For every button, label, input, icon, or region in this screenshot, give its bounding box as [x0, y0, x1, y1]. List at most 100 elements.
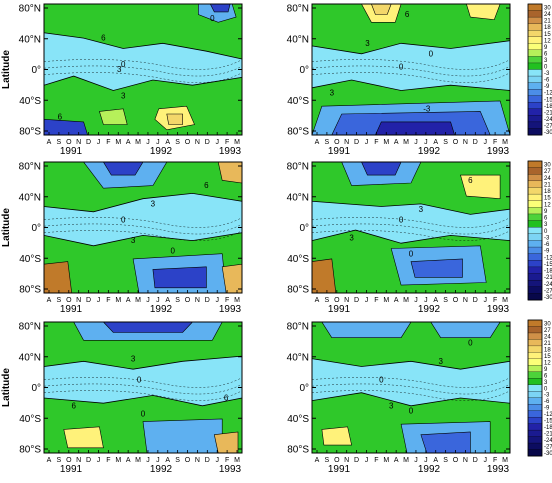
- contour-label: 3: [151, 200, 156, 209]
- y-tick-label: 0°: [299, 383, 309, 394]
- contour-blob: [374, 121, 456, 136]
- contour-label: 3: [365, 39, 370, 48]
- contour-label: 6: [71, 401, 76, 410]
- x-year-label: 1993: [487, 146, 510, 157]
- x-month-label: F: [374, 457, 378, 464]
- x-month-label: S: [325, 139, 330, 146]
- colorbar-label: 24: [544, 12, 551, 18]
- colorbar-swatch: [527, 23, 543, 31]
- x-month-label: F: [225, 297, 229, 304]
- x-month-label: J: [414, 457, 418, 464]
- contour-label: 0: [429, 49, 434, 58]
- colorbar-label: -27: [544, 445, 552, 451]
- x-month-label: J: [414, 297, 418, 304]
- x-month-label: D: [205, 139, 210, 146]
- colorbar-swatch: [527, 319, 543, 327]
- x-month-label: F: [374, 297, 378, 304]
- x-month-label: S: [57, 457, 62, 464]
- colorbar-1: 3024211815129630-3-6-9-12-15-18-21-24-27…: [527, 3, 552, 136]
- y-tick-label: 40°S: [19, 96, 41, 107]
- contour-label: 0: [121, 215, 126, 224]
- colorbar-label: -18: [544, 104, 552, 110]
- x-month-label: D: [205, 457, 210, 464]
- colorbar-swatch: [527, 193, 543, 202]
- contour-label: -3: [423, 104, 431, 113]
- x-month-label: F: [106, 139, 110, 146]
- colorbar-label: -9: [544, 84, 550, 90]
- dashed-contour: [311, 65, 511, 77]
- contour-blob: [410, 258, 463, 278]
- colorbar-label: 9: [544, 367, 548, 373]
- colorbar-label: -6: [544, 242, 550, 248]
- colorbar-label: -24: [544, 282, 552, 288]
- x-month-label: O: [453, 139, 459, 146]
- y-tick-label: 40°S: [287, 414, 309, 425]
- x-year-label: 1992: [418, 464, 441, 475]
- x-month-label: F: [106, 457, 110, 464]
- x-month-label: M: [383, 457, 389, 464]
- x-month-label: O: [453, 297, 459, 304]
- colorbar-swatch: [527, 293, 543, 301]
- contour-label: 0: [121, 60, 126, 69]
- colorbar-label: -21: [544, 432, 552, 438]
- colorbar-swatch: [527, 449, 543, 457]
- dashed-contour: [311, 230, 511, 241]
- x-month-label: N: [76, 457, 81, 464]
- y-tick-label: 80°S: [19, 445, 41, 456]
- colorbar-label: 12: [544, 360, 551, 366]
- x-month-label: A: [394, 297, 399, 304]
- x-month-label: M: [502, 457, 508, 464]
- colorbar-swatch: [527, 82, 543, 90]
- x-month-label: A: [165, 297, 170, 304]
- contour-label: 0: [399, 63, 404, 72]
- x-month-label: J: [215, 139, 219, 146]
- dashed-contour: [43, 383, 243, 395]
- x-month-label: O: [185, 297, 191, 304]
- colorbar-swatch: [527, 69, 543, 77]
- x-year-label: 1992: [150, 304, 173, 315]
- y-tick-label: 80°S: [19, 285, 41, 296]
- x-month-label: F: [493, 297, 497, 304]
- x-month-label: A: [165, 139, 170, 146]
- colorbar-swatch: [527, 95, 543, 103]
- contour-label: 3: [438, 357, 443, 366]
- colorbar-label: -27: [544, 288, 552, 294]
- colorbar-swatch: [527, 62, 543, 70]
- contour-blob: [361, 161, 402, 176]
- x-month-label: D: [86, 139, 91, 146]
- colorbar-swatch: [527, 266, 543, 274]
- colorbar-label: -18: [544, 269, 552, 275]
- y-tick-label: 40°N: [19, 192, 41, 203]
- x-month-label: F: [493, 139, 497, 146]
- x-month-label: S: [443, 457, 448, 464]
- x-month-label: J: [97, 297, 101, 304]
- y-tick-label: 40°N: [19, 34, 41, 45]
- colorbar-3: 302724211815129630-3-6-9-12-15-18-21-24-…: [527, 319, 552, 457]
- colorbar-2: 302724211815129630-3-6-9-12-15-18-21-24-…: [527, 160, 552, 301]
- contour-blob: [213, 431, 239, 454]
- colorbar-swatch: [527, 371, 543, 379]
- x-month-label: M: [115, 297, 121, 304]
- colorbar-label: 30: [544, 163, 551, 169]
- contour-label: 0: [170, 247, 175, 256]
- x-month-label: J: [365, 297, 369, 304]
- colorbar-swatch: [527, 16, 543, 25]
- colorbar-label: 24: [544, 334, 551, 340]
- dashed-contour: [43, 72, 243, 83]
- colorbar-swatch: [527, 352, 543, 360]
- x-month-label: J: [424, 457, 428, 464]
- x-month-label: F: [493, 457, 497, 464]
- y-tick-label: 40°S: [287, 254, 309, 265]
- x-year-label: 1993: [219, 464, 242, 475]
- x-month-label: A: [126, 139, 131, 146]
- colorbar-label: -15: [544, 97, 552, 103]
- x-month-label: O: [334, 297, 340, 304]
- x-month-label: D: [473, 457, 478, 464]
- colorbar-label: -3: [544, 71, 550, 77]
- x-year-label: 1991: [328, 146, 351, 157]
- contour-label: 0: [210, 14, 215, 23]
- x-month-label: J: [146, 297, 150, 304]
- x-month-label: N: [463, 297, 468, 304]
- x-month-label: O: [334, 457, 340, 464]
